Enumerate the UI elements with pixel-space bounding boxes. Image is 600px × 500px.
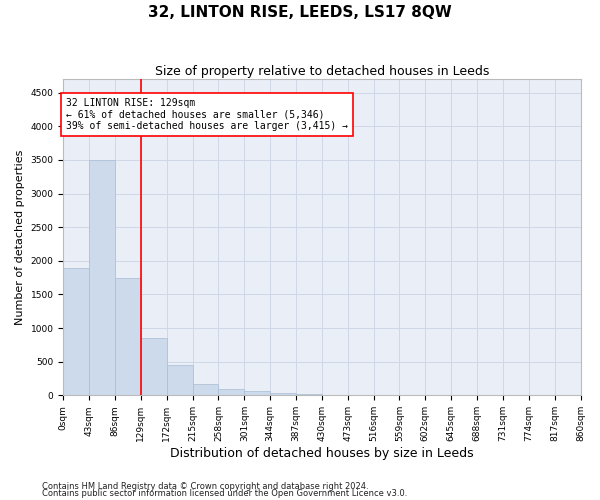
Bar	[167, 365, 193, 396]
X-axis label: Distribution of detached houses by size in Leeds: Distribution of detached houses by size …	[170, 447, 474, 460]
Bar	[115, 278, 141, 396]
Bar	[270, 392, 296, 396]
Text: Contains public sector information licensed under the Open Government Licence v3: Contains public sector information licen…	[42, 489, 407, 498]
Bar	[244, 391, 270, 396]
Bar	[193, 384, 218, 396]
Text: Contains HM Land Registry data © Crown copyright and database right 2024.: Contains HM Land Registry data © Crown c…	[42, 482, 368, 491]
Bar	[322, 394, 348, 396]
Bar	[89, 160, 115, 396]
Y-axis label: Number of detached properties: Number of detached properties	[15, 150, 25, 325]
Text: 32 LINTON RISE: 129sqm
← 61% of detached houses are smaller (5,346)
39% of semi-: 32 LINTON RISE: 129sqm ← 61% of detached…	[66, 98, 348, 131]
Bar	[141, 338, 167, 396]
Bar	[218, 388, 244, 396]
Bar	[63, 268, 89, 396]
Bar	[296, 394, 322, 396]
Title: Size of property relative to detached houses in Leeds: Size of property relative to detached ho…	[155, 65, 489, 78]
Text: 32, LINTON RISE, LEEDS, LS17 8QW: 32, LINTON RISE, LEEDS, LS17 8QW	[148, 5, 452, 20]
